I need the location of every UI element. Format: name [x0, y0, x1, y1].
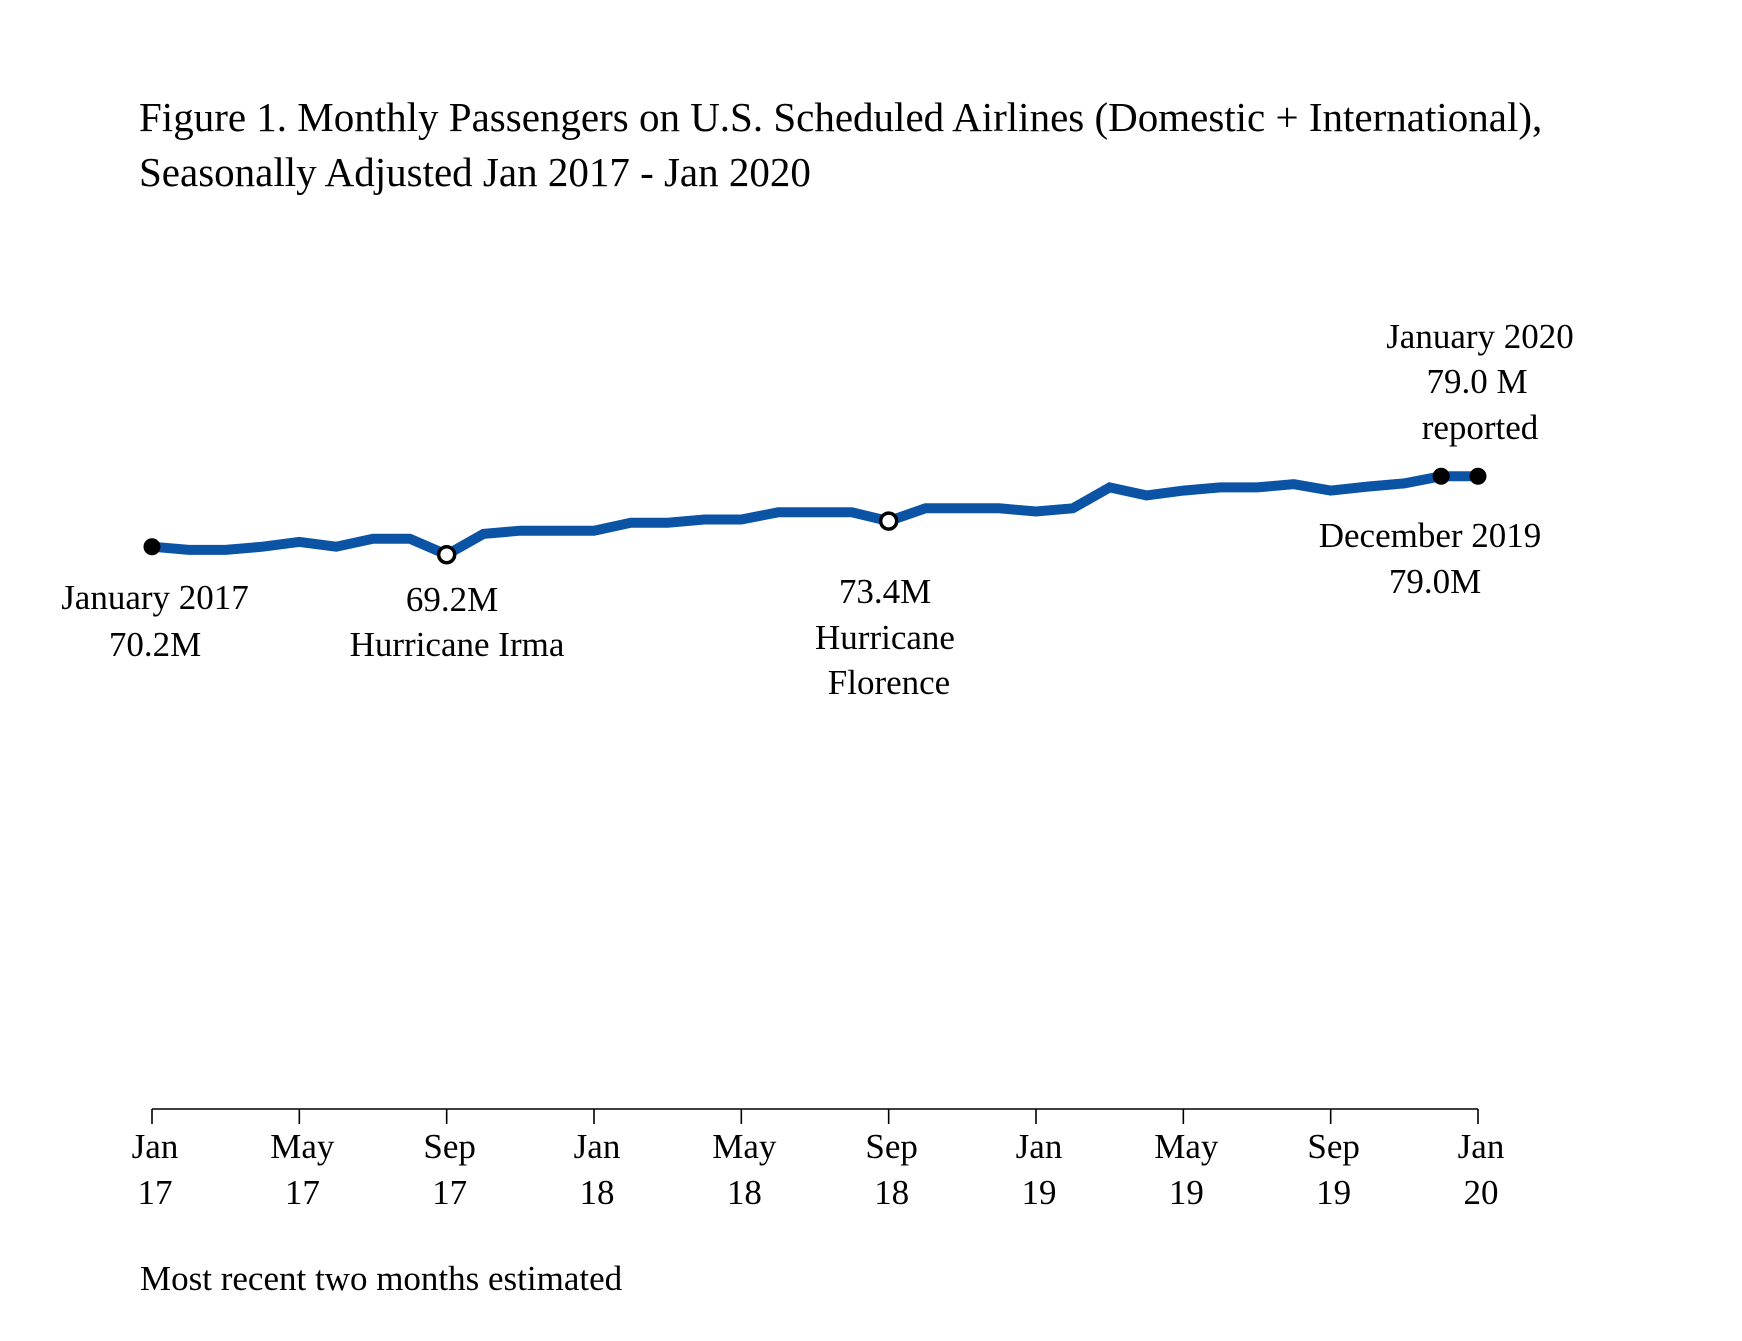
x-tick-label: 17: [138, 1173, 173, 1212]
x-tick-label: Sep: [1307, 1127, 1360, 1166]
annotation-text: Hurricane Irma: [350, 625, 565, 664]
open-marker: [436, 544, 457, 565]
x-tick-label: Jan: [1458, 1127, 1505, 1166]
annotation-text: Florence: [828, 663, 950, 702]
filled-marker: [1469, 467, 1487, 485]
x-tick-label: May: [270, 1127, 335, 1166]
x-tick-label: Sep: [423, 1127, 476, 1166]
annotation-hurricane-florence: 73.4M Hurricane Florence: [815, 572, 955, 702]
annotation-text: 79.0M: [1389, 562, 1481, 601]
footnote: Most recent two months estimated: [140, 1259, 623, 1298]
x-tick-label: 19: [1022, 1173, 1057, 1212]
annotation-text: 70.2M: [109, 625, 201, 664]
data-line: [151, 471, 1478, 561]
annotation-text: reported: [1422, 408, 1539, 447]
annotation-jan-2017: January 2017 70.2M: [61, 578, 249, 664]
x-tick-label: 19: [1316, 1173, 1351, 1212]
annotation-text: January 2020: [1386, 317, 1574, 356]
annotation-text: January 2017: [61, 578, 249, 617]
annotation-text: 79.0 M: [1426, 362, 1527, 401]
annotation-text: Hurricane: [815, 618, 955, 657]
x-tick-label: 20: [1464, 1173, 1499, 1212]
filled-marker: [143, 538, 161, 556]
x-tick-label: 18: [727, 1173, 762, 1212]
series-line: [151, 471, 1478, 561]
annotation-text: 73.4M: [839, 572, 931, 611]
chart-title-line-1: Figure 1. Monthly Passengers on U.S. Sch…: [139, 94, 1542, 140]
chart-title-line-2: Seasonally Adjusted Jan 2017 - Jan 2020: [139, 149, 811, 195]
annotation-dec-2019: December 2019 79.0M: [1319, 516, 1542, 601]
annotation-jan-2020: January 2020 79.0 M reported: [1386, 317, 1574, 447]
x-tick-label: 18: [874, 1173, 909, 1212]
x-tick-label: 18: [580, 1173, 615, 1212]
annotation-hurricane-irma: 69.2M Hurricane Irma: [350, 580, 565, 664]
x-axis: Jan 17 May 17 Sep 17 Jan 18 May 18 Sep 18 Jan 19 May 19…: [132, 1108, 1505, 1212]
x-tick-label: May: [1154, 1127, 1219, 1166]
annotation-text: December 2019: [1319, 516, 1542, 555]
open-marker: [878, 511, 899, 531]
x-tick-label: Sep: [865, 1127, 918, 1166]
x-tick-label: 17: [285, 1173, 320, 1212]
x-tick-label: Jan: [574, 1127, 621, 1166]
x-tick-label: Jan: [1016, 1127, 1063, 1166]
x-tick-label: Jan: [132, 1127, 179, 1166]
annotation-text: 69.2M: [406, 580, 498, 619]
markers: [143, 467, 1487, 565]
x-tick-label: 19: [1169, 1173, 1204, 1212]
filled-marker: [1432, 467, 1450, 485]
x-tick-label: May: [712, 1127, 777, 1166]
x-tick-label: 17: [432, 1173, 467, 1212]
